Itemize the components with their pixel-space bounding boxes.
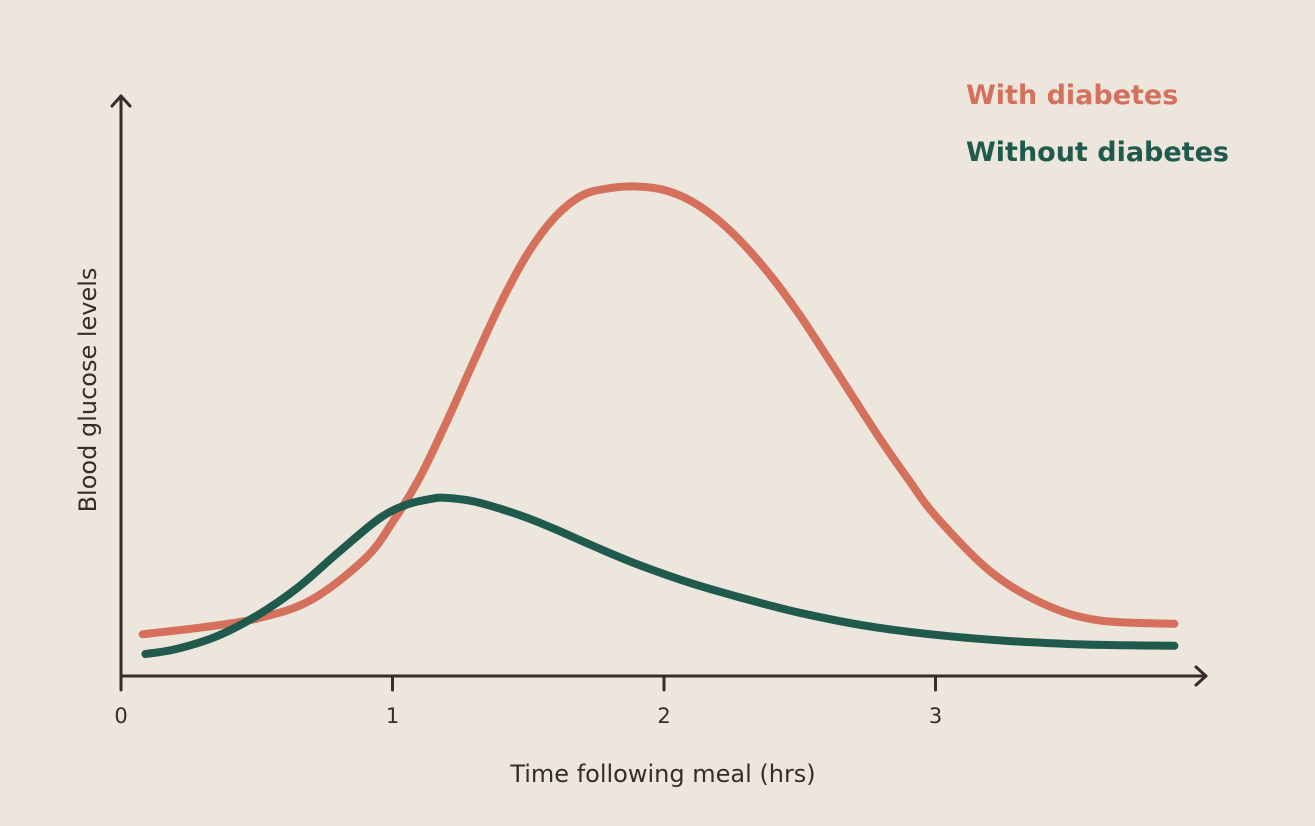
axes bbox=[110, 94, 1208, 687]
x-tick-label-1: 1 bbox=[386, 704, 399, 728]
x-tick-label-3: 3 bbox=[929, 704, 942, 728]
legend-entry-without-diabetes: Without diabetes bbox=[966, 137, 1229, 168]
y-axis-title: Blood glucose levels bbox=[74, 268, 102, 513]
legend-entry-with-diabetes: With diabetes bbox=[966, 80, 1178, 111]
x-tick-label-2: 2 bbox=[657, 704, 670, 728]
x-axis-title: Time following meal (hrs) bbox=[509, 760, 815, 788]
x-ticks: 0 1 2 3 bbox=[114, 674, 942, 728]
y-axis-arrow-icon bbox=[110, 94, 132, 108]
x-axis-arrow-icon bbox=[1194, 665, 1208, 687]
series-layer bbox=[138, 182, 1179, 658]
legend: With diabetes Without diabetes bbox=[966, 80, 1229, 168]
series-line-without-diabetes bbox=[141, 493, 1179, 658]
series-line-with-diabetes bbox=[138, 182, 1179, 639]
x-tick-label-0: 0 bbox=[114, 704, 127, 728]
